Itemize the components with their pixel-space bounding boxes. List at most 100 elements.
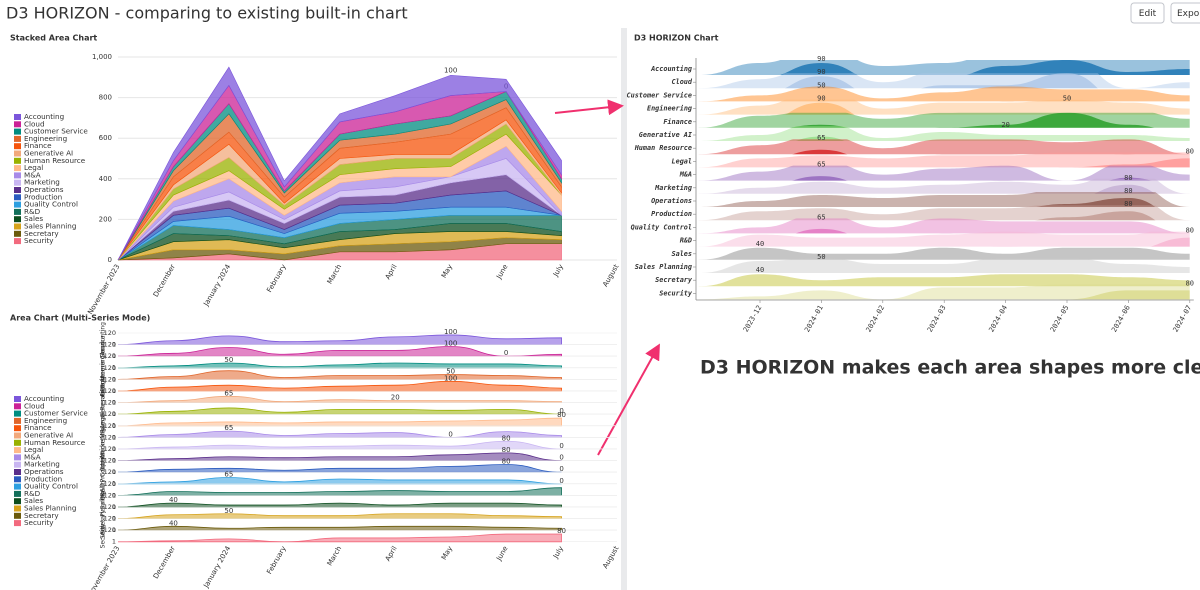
series-area bbox=[117, 513, 562, 519]
data-label: 50 bbox=[224, 356, 233, 364]
data-label: 65 bbox=[224, 424, 233, 432]
horizon-band bbox=[792, 176, 1151, 181]
legend-label: R&D bbox=[24, 207, 41, 216]
row-label: Accounting bbox=[650, 65, 692, 73]
y-tick-label: 1 bbox=[112, 538, 116, 546]
y-tick-label: 1 bbox=[112, 515, 116, 523]
row-label: Production bbox=[651, 210, 692, 218]
legend-swatch bbox=[14, 128, 21, 135]
row-label: Cloud bbox=[672, 78, 693, 86]
legend-label: Security bbox=[24, 236, 54, 245]
data-label: 65 bbox=[817, 134, 825, 142]
horizon-band bbox=[1067, 290, 1190, 300]
legend-swatch bbox=[14, 447, 21, 454]
data-label: 80 bbox=[502, 446, 511, 454]
series-axis-label: Accounting bbox=[100, 322, 107, 356]
export-button-label[interactable]: Export bbox=[1177, 9, 1200, 19]
y-tick-label: 1 bbox=[112, 526, 116, 534]
edit-button-label[interactable]: Edit bbox=[1139, 9, 1157, 19]
legend-label: Engineering bbox=[24, 416, 67, 425]
data-label: 80 bbox=[502, 434, 511, 442]
y-tick-label: 1 bbox=[112, 341, 116, 349]
series-axis-label: Sales Planning bbox=[100, 491, 107, 535]
y-tick-label: 1 bbox=[112, 491, 116, 499]
edit-button[interactable] bbox=[1130, 2, 1165, 24]
legend-label: Legal bbox=[24, 163, 43, 172]
horizon-band bbox=[698, 258, 1190, 273]
data-label: 80 bbox=[1186, 227, 1194, 235]
horizon-band bbox=[1005, 237, 1190, 247]
y-tick-label: 1 bbox=[112, 480, 116, 488]
legend-swatch bbox=[14, 230, 21, 237]
series-axis-label: Engineering bbox=[100, 355, 107, 391]
legend-swatch bbox=[14, 121, 21, 128]
data-label: 80 bbox=[557, 527, 566, 535]
export-button[interactable] bbox=[1170, 2, 1200, 24]
legend-label: Quality Control bbox=[24, 482, 78, 491]
data-label: 40 bbox=[169, 496, 178, 504]
data-label: 0 bbox=[559, 442, 563, 450]
legend-label: Marketing bbox=[24, 460, 60, 469]
legend-label: R&D bbox=[24, 489, 41, 498]
y-tick-label: 1 bbox=[112, 457, 116, 465]
series-axis-label: Production bbox=[100, 450, 107, 482]
legend-label: Security bbox=[24, 518, 54, 527]
chart-title: Stacked Area Chart bbox=[10, 34, 97, 43]
legend-label: Cloud bbox=[24, 401, 45, 410]
horizon-band bbox=[796, 136, 845, 141]
legend-swatch bbox=[14, 172, 21, 179]
y-tick-label: 120 bbox=[104, 445, 116, 453]
row-label: Finance bbox=[663, 118, 692, 126]
legend-label: Accounting bbox=[24, 112, 64, 121]
data-label: 50 bbox=[1063, 95, 1071, 103]
series-area bbox=[117, 487, 562, 496]
horizon-band bbox=[780, 60, 1190, 75]
y-tick-label: 120 bbox=[104, 399, 116, 407]
legend-label: Accounting bbox=[24, 394, 64, 403]
legend-swatch bbox=[14, 194, 21, 201]
legend-label: Sales bbox=[24, 214, 43, 223]
legend-swatch bbox=[14, 505, 21, 512]
horizon-band bbox=[1036, 198, 1156, 207]
data-label: 100 bbox=[444, 66, 457, 74]
y-tick-label: 1 bbox=[112, 399, 116, 407]
series-axis-label: Cloud bbox=[100, 342, 107, 359]
y-tick-label: 120 bbox=[104, 433, 116, 441]
legend-swatch bbox=[14, 187, 21, 193]
y-tick-label: 0 bbox=[108, 256, 112, 264]
y-tick-label: 120 bbox=[104, 480, 116, 488]
y-tick-label: 1 bbox=[112, 503, 116, 511]
y-tick-label: 120 bbox=[104, 410, 116, 418]
row-label: R&D bbox=[680, 237, 692, 245]
series-area bbox=[117, 417, 562, 427]
horizon-band bbox=[698, 192, 1190, 207]
data-label: 90 bbox=[817, 95, 825, 103]
horizon-band bbox=[1067, 158, 1190, 168]
series-area bbox=[117, 502, 562, 508]
series-area bbox=[117, 407, 562, 415]
legend-label: Sales Planning bbox=[24, 504, 76, 513]
y-tick-label: 120 bbox=[104, 364, 116, 372]
legend-swatch bbox=[14, 396, 21, 402]
y-tick-label: 120 bbox=[104, 503, 116, 511]
y-tick-label: 1 bbox=[112, 364, 116, 372]
series-axis-label: Generative AI bbox=[100, 376, 107, 417]
data-label: 40 bbox=[169, 519, 178, 527]
y-tick-label: 1 bbox=[112, 352, 116, 360]
data-label: 50 bbox=[224, 507, 233, 515]
data-label: 50 bbox=[817, 81, 825, 89]
data-label: 40 bbox=[756, 266, 764, 274]
data-label: 50 bbox=[446, 368, 455, 376]
chart-title: Area Chart (Multi-Series Mode) bbox=[10, 314, 150, 323]
legend-label: Human Resource bbox=[24, 156, 86, 165]
legend-label: Secretary bbox=[24, 229, 59, 238]
series-axis-label: Secretary bbox=[100, 510, 107, 539]
data-label: 0 bbox=[559, 454, 563, 462]
chart-title: D3 HORIZON Chart bbox=[634, 34, 719, 43]
series-area bbox=[117, 380, 562, 392]
legend-swatch bbox=[14, 512, 21, 519]
horizon-band bbox=[785, 73, 1098, 89]
legend-swatch bbox=[14, 410, 21, 417]
data-label: 0 bbox=[559, 407, 563, 415]
